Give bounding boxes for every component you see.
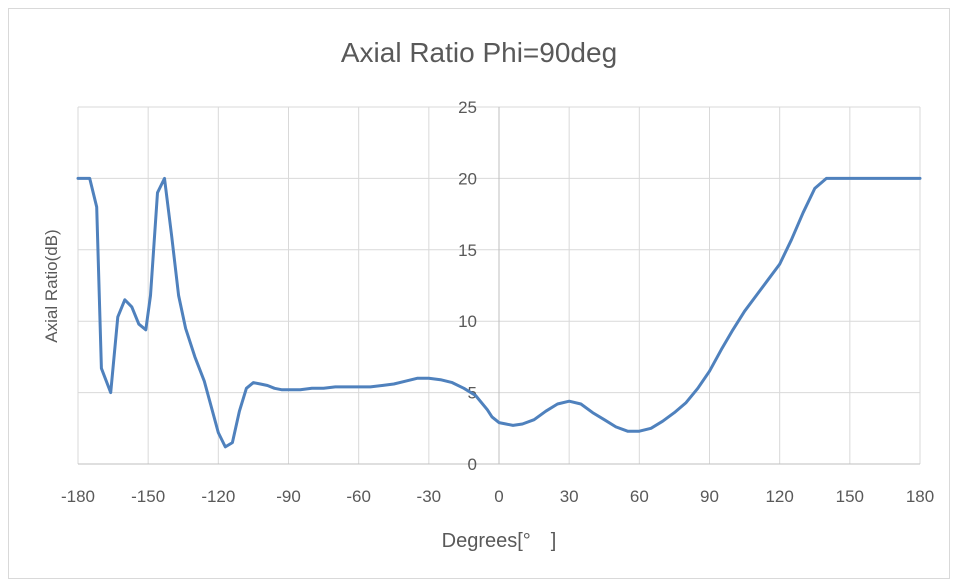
chart-frame: [8, 8, 950, 579]
y-tick-label: 15: [458, 241, 477, 260]
x-tick-label: 150: [836, 487, 864, 506]
x-tick-label: 30: [560, 487, 579, 506]
x-tick-label: -90: [276, 487, 301, 506]
y-tick-label: 20: [458, 169, 477, 188]
y-tick-label: 25: [458, 98, 477, 117]
x-tick-label: 90: [700, 487, 719, 506]
y-tick-label: 0: [468, 455, 477, 474]
x-tick-label: 0: [494, 487, 503, 506]
x-tick-label: 120: [765, 487, 793, 506]
x-tick-label: 180: [906, 487, 934, 506]
chart-title: Axial Ratio Phi=90deg: [340, 37, 618, 68]
y-tick-label: 10: [458, 312, 477, 331]
x-tick-label: -30: [417, 487, 442, 506]
x-tick-label: 60: [630, 487, 649, 506]
x-tick-label: -180: [61, 487, 95, 506]
series-line: [76, 176, 922, 449]
x-tick-label: -120: [201, 487, 235, 506]
x-axis-label: Degrees[° ]: [441, 530, 557, 552]
x-tick-label: -150: [131, 487, 165, 506]
x-tick-label: -60: [346, 487, 371, 506]
